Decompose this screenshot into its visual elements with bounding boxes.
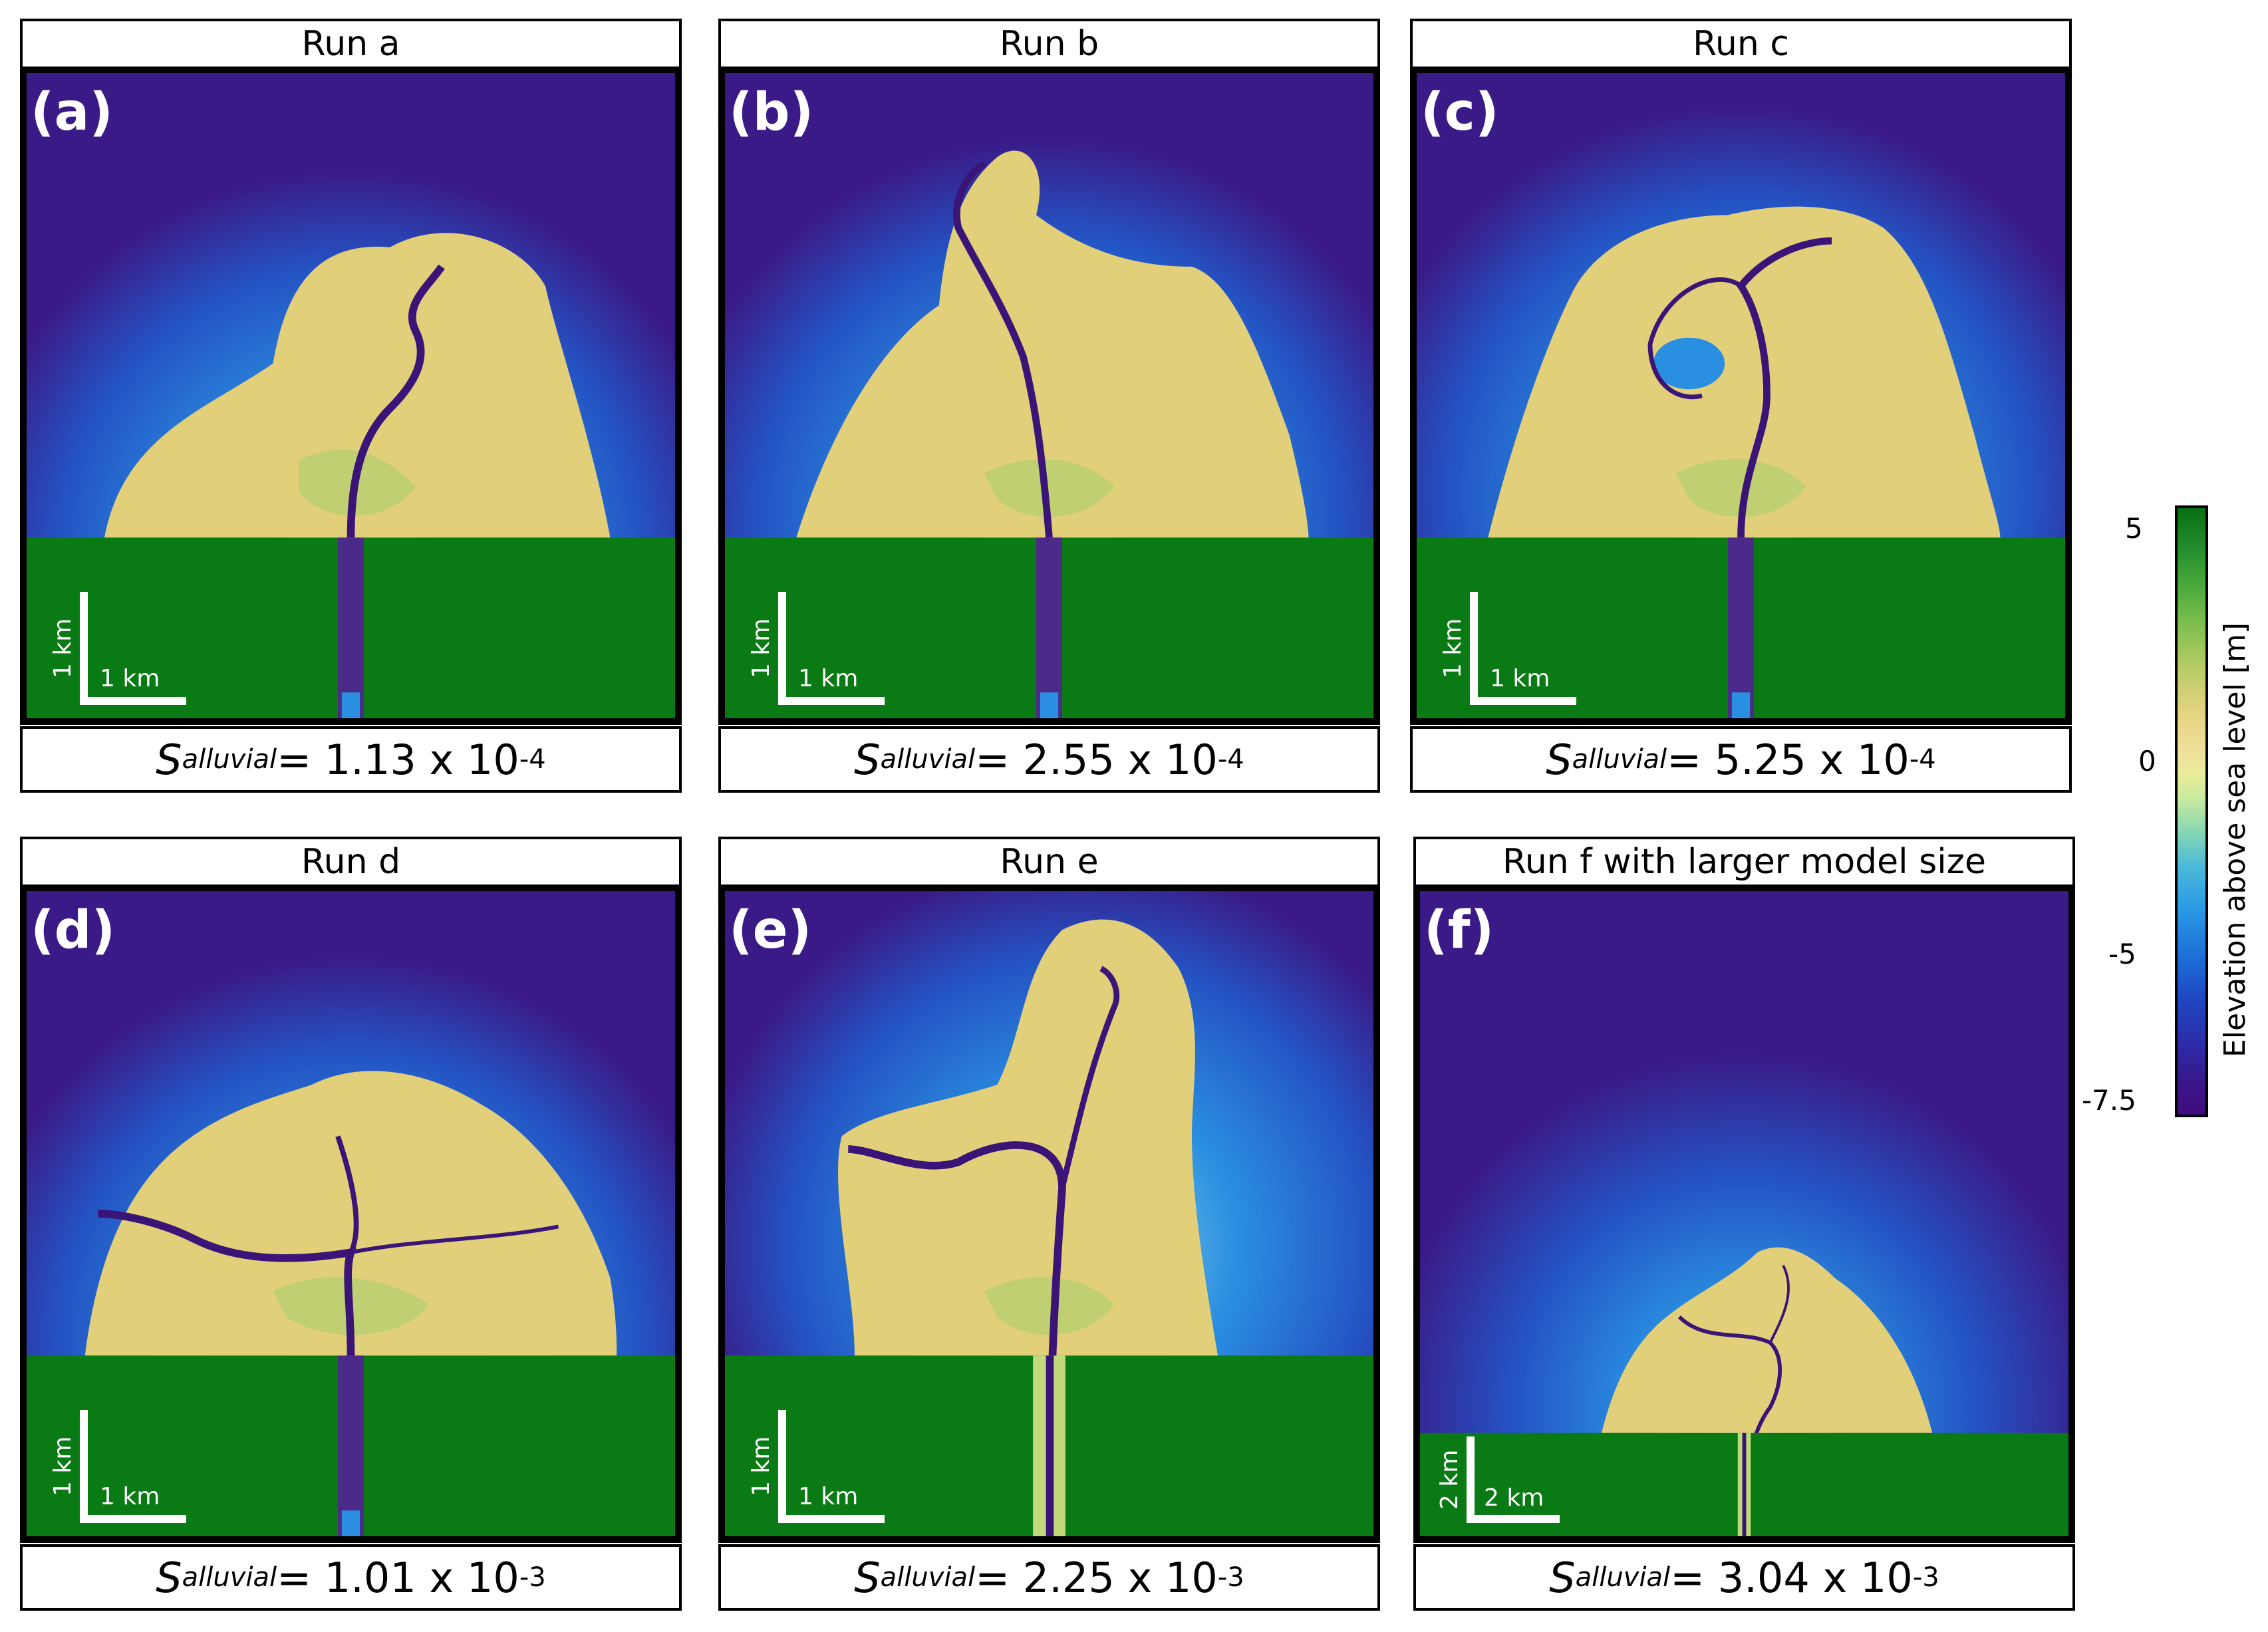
panel-title: Run a	[20, 19, 682, 69]
panel-title: Run c	[1410, 19, 2072, 69]
scale-horizontal-label: 2 km	[1484, 1484, 1544, 1512]
slope-exponent: -4	[1909, 744, 1936, 775]
slope-exponent: -3	[519, 1562, 546, 1593]
scale-horizontal-label: 1 km	[100, 1483, 160, 1510]
slope-subscript: alluvial	[1575, 1562, 1671, 1593]
slope-value: = 3.04 x 10	[1670, 1553, 1913, 1602]
slope-subscript: alluvial	[1572, 744, 1667, 775]
colorbar-tick: 5	[2125, 512, 2143, 545]
slope-value: = 1.01 x 10	[277, 1553, 519, 1602]
scale-bar: 2 km 2 km	[1436, 1436, 1600, 1536]
scale-bar: 1 km 1 km	[748, 1410, 911, 1536]
panel-title: Run f with larger model size	[1413, 837, 2075, 887]
slope-symbol: S	[1549, 1553, 1576, 1602]
scale-horizontal-label: 1 km	[1490, 665, 1550, 692]
colorbar-tick: -5	[2108, 938, 2136, 970]
colorbar-tick: -7.5	[2082, 1084, 2136, 1117]
scale-bar: 1 km 1 km	[748, 592, 911, 718]
slope-subscript: alluvial	[182, 744, 277, 775]
scale-horizontal-label: 1 km	[100, 665, 160, 692]
panel-title: Run d	[20, 837, 682, 887]
scale-vertical-label: 1 km	[49, 1436, 76, 1496]
scale-horizontal-label: 1 km	[798, 1483, 859, 1510]
slope-exponent: -4	[1217, 744, 1244, 775]
scale-vertical-label: 1 km	[1439, 618, 1467, 678]
panel-title: Run e	[718, 837, 1380, 887]
colorbar-label: Elevation above sea level [m]	[2218, 622, 2252, 1057]
delta-map: (a) 1 km 1 km	[20, 67, 682, 725]
slope-symbol: S	[854, 1553, 881, 1602]
scale-vertical-label: 1 km	[748, 618, 775, 678]
panel-letter: (e)	[729, 900, 812, 960]
elevation-colorbar	[2175, 505, 2208, 1117]
slope-symbol: S	[854, 735, 881, 784]
slope-exponent: -3	[1217, 1562, 1244, 1593]
slope-symbol: S	[1546, 735, 1572, 784]
slope-symbol: S	[156, 735, 182, 784]
colorbar-tick: 0	[2138, 745, 2156, 777]
slope-subscript: alluvial	[880, 744, 976, 775]
scale-vertical-label: 1 km	[49, 618, 76, 678]
scale-horizontal-label: 1 km	[798, 665, 859, 692]
panel-letter: (d)	[31, 900, 116, 960]
scale-vertical-label: 1 km	[748, 1436, 775, 1496]
panel-letter: (b)	[729, 82, 814, 142]
slope-value: = 2.25 x 10	[975, 1553, 1218, 1602]
delta-map: (e) 1 km 1 km	[718, 884, 1380, 1543]
delta-map: (f) 2 km 2 km	[1413, 884, 2075, 1543]
slope-subscript: alluvial	[880, 1562, 976, 1593]
slope-symbol: S	[156, 1553, 182, 1602]
panel-letter: (f)	[1424, 900, 1494, 960]
slope-exponent: -4	[519, 744, 546, 775]
delta-map: (c) 1 km 1 km	[1410, 67, 2072, 725]
panel-title: Run b	[718, 19, 1380, 69]
delta-map: (b) 1 km 1 km	[718, 67, 1380, 725]
scale-vertical-label: 2 km	[1436, 1449, 1463, 1510]
delta-map: (d) 1 km 1 km	[20, 884, 682, 1543]
scale-bar: 1 km 1 km	[49, 1410, 213, 1536]
slope-value: = 5.25 x 10	[1667, 735, 1910, 784]
panel-letter: (a)	[31, 82, 113, 142]
slope-exponent: -3	[1912, 1562, 1939, 1593]
scale-bar: 1 km 1 km	[1439, 592, 1603, 718]
slope-value: = 1.13 x 10	[277, 735, 519, 784]
panel-letter: (c)	[1421, 82, 1499, 142]
slope-value: = 2.55 x 10	[975, 735, 1218, 784]
slope-subscript: alluvial	[182, 1562, 277, 1593]
scale-bar: 1 km 1 km	[49, 592, 213, 718]
